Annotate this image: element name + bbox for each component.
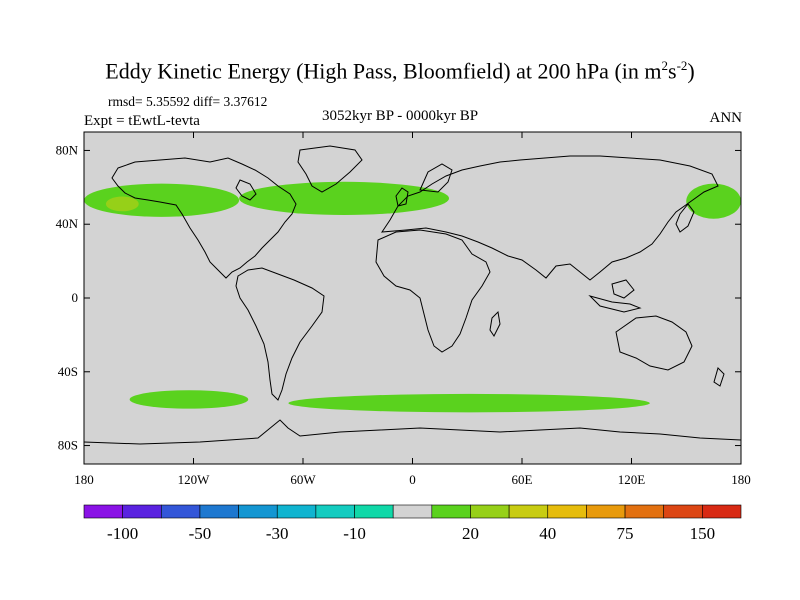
colorbar-box bbox=[547, 504, 587, 519]
colorbar-label: -10 bbox=[343, 524, 366, 543]
colorbar-box bbox=[702, 504, 742, 519]
map-background bbox=[84, 132, 741, 464]
coastline-uk bbox=[395, 187, 409, 207]
colorbar-box bbox=[431, 504, 471, 519]
coastline-africa bbox=[375, 229, 491, 353]
coastline-australia bbox=[615, 315, 693, 371]
anomaly-south-pacific-band bbox=[129, 390, 249, 409]
colorbar-box bbox=[508, 504, 549, 519]
plot-title: Eddy Kinetic Energy (High Pass, Bloomfie… bbox=[0, 58, 800, 84]
colorbar-box bbox=[199, 504, 239, 519]
coastline-indonesia bbox=[588, 295, 642, 313]
coastline-borneo bbox=[611, 279, 635, 299]
anomaly-north-pacific-core bbox=[105, 196, 139, 212]
colorbar-box bbox=[122, 504, 162, 519]
colorbar-box bbox=[315, 504, 355, 519]
title-superscript-2: -2 bbox=[676, 58, 688, 73]
axis-layer: 80N 40N 0 40S 80S 180 120W 60W 0 60E 120E 180 bbox=[56, 132, 751, 487]
colorbar-box bbox=[624, 504, 665, 519]
coastline-hudson-bay bbox=[235, 179, 257, 201]
colorbar-box bbox=[276, 504, 317, 519]
lon-tick-label: 0 bbox=[409, 472, 416, 487]
colorbar-label: 75 bbox=[617, 524, 634, 543]
colorbar-box bbox=[586, 504, 626, 519]
coastline-scandinavia bbox=[419, 163, 453, 193]
lon-tick-label: 180 bbox=[74, 472, 94, 487]
experiment-label: Expt = tEwtL-tevta bbox=[84, 113, 200, 129]
colorbar-box bbox=[238, 504, 278, 519]
colorbar: -100 -50 -30 -10 20 40 75 150 bbox=[83, 504, 742, 543]
coastline-madagascar bbox=[489, 310, 501, 337]
colorbar-label: -100 bbox=[107, 524, 138, 543]
title-end: ) bbox=[687, 58, 695, 84]
coastline-japan bbox=[675, 203, 695, 233]
colorbar-label: 40 bbox=[539, 524, 556, 543]
colorbar-box bbox=[160, 504, 201, 519]
coastline-new-zealand bbox=[713, 367, 725, 387]
lon-tick-label: 120E bbox=[618, 472, 646, 487]
lat-tick-label: 0 bbox=[72, 290, 79, 305]
colorbar-box bbox=[470, 504, 510, 519]
stats-label: rmsd= 5.35592 diff= 3.37612 bbox=[108, 94, 268, 109]
lat-tick-label: 80N bbox=[56, 142, 79, 157]
anomaly-north-atlantic-band bbox=[239, 181, 449, 215]
colorbar-box bbox=[83, 504, 123, 519]
coastline-antarctica bbox=[84, 419, 741, 445]
period-label: 3052kyr BP - 0000kyr BP bbox=[321, 108, 479, 124]
colorbar-label: 150 bbox=[690, 524, 716, 543]
anomaly-layer bbox=[84, 181, 741, 413]
lat-tick-label: 40S bbox=[58, 364, 78, 379]
coastline-south-america bbox=[235, 267, 325, 401]
colorbar-box bbox=[392, 504, 433, 519]
coastline-greenland bbox=[297, 145, 363, 193]
lat-tick-label: 80S bbox=[58, 438, 78, 453]
anomaly-northwest-pacific-band bbox=[686, 183, 741, 219]
title-superscript-1: 2 bbox=[661, 58, 669, 73]
title-mid: s bbox=[668, 58, 677, 84]
colorbar-label: 20 bbox=[462, 524, 479, 543]
coastline-layer bbox=[84, 145, 741, 445]
lon-tick-label: 180 bbox=[731, 472, 751, 487]
lon-tick-label: 120W bbox=[178, 472, 211, 487]
title-main: Eddy Kinetic Energy (High Pass, Bloomfie… bbox=[105, 58, 662, 84]
lon-tick-label: 60W bbox=[290, 472, 316, 487]
season-label: ANN bbox=[709, 110, 743, 126]
anomaly-southern-ocean-band bbox=[288, 393, 650, 413]
colorbar-label: -30 bbox=[266, 524, 289, 543]
anomaly-north-pacific-band bbox=[84, 183, 240, 217]
lat-tick-label: 40N bbox=[56, 216, 79, 231]
colorbar-box bbox=[663, 504, 703, 519]
coastline-eurasia bbox=[381, 155, 719, 281]
colorbar-label: -50 bbox=[189, 524, 212, 543]
coastline-north-america bbox=[111, 157, 297, 279]
colorbar-box bbox=[354, 504, 394, 519]
lon-tick-label: 60E bbox=[512, 472, 533, 487]
